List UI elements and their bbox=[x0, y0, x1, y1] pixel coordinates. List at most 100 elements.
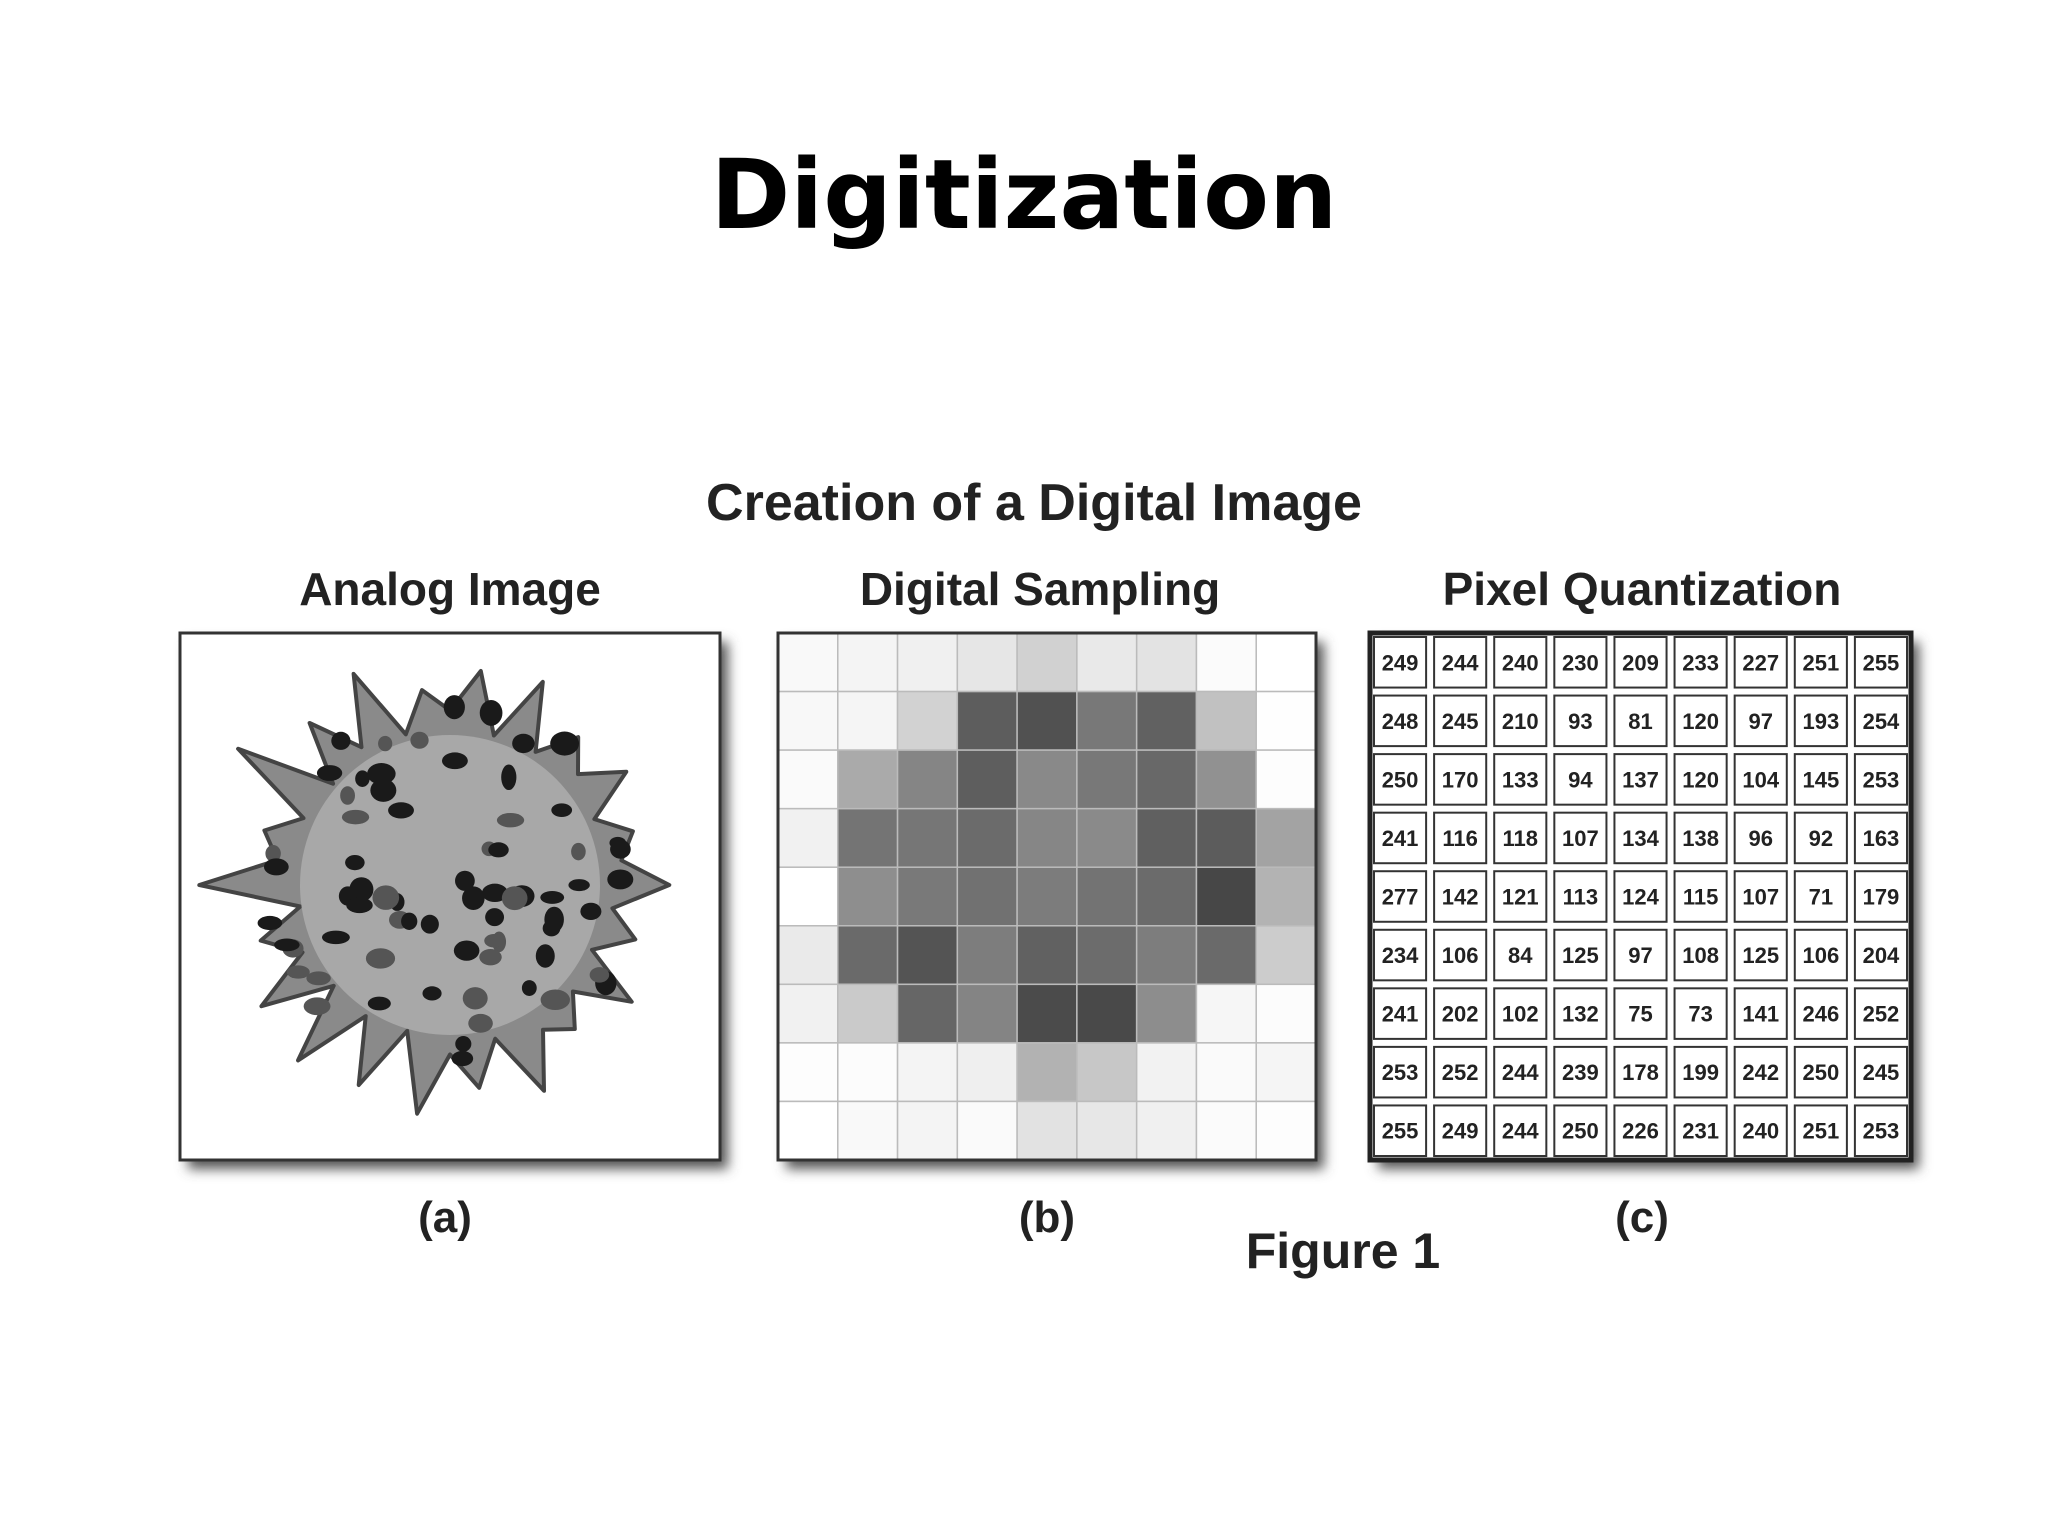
panel-caption: (a) bbox=[418, 1193, 472, 1242]
pixel-value: 249 bbox=[1442, 1119, 1479, 1144]
pixel-value: 253 bbox=[1382, 1060, 1419, 1085]
analog-spot bbox=[479, 948, 502, 966]
analog-spot bbox=[468, 1013, 493, 1033]
quant-cell bbox=[1433, 1045, 1488, 1099]
analog-spot bbox=[540, 989, 570, 1011]
analog-spot bbox=[257, 915, 283, 931]
analog-spot bbox=[401, 912, 418, 930]
sampling-cell bbox=[1076, 632, 1138, 693]
sampling-cell bbox=[1135, 632, 1198, 693]
pixel-value: 97 bbox=[1748, 709, 1772, 734]
sampling-cell bbox=[1016, 1100, 1078, 1161]
pixel-value: 226 bbox=[1622, 1119, 1659, 1144]
analog-spot bbox=[346, 897, 373, 914]
sampling-cell bbox=[837, 1100, 899, 1161]
pixel-value: 97 bbox=[1628, 943, 1652, 968]
sampling-cell bbox=[1135, 866, 1198, 927]
quant-cell bbox=[1673, 987, 1728, 1040]
pixel-value: 125 bbox=[1742, 943, 1779, 968]
analog-spot bbox=[370, 778, 397, 802]
sampling-cell bbox=[1195, 1042, 1257, 1103]
pixel-value: 102 bbox=[1502, 1002, 1539, 1027]
sampling-cell bbox=[1016, 866, 1078, 927]
pixel-value: 107 bbox=[1562, 826, 1599, 851]
pixel-value: 84 bbox=[1508, 943, 1533, 968]
quantization-grid: 249 244 240 230 209 233 227 251 255 248 245 210 93 81… bbox=[1367, 630, 1914, 1163]
pixel-value: 251 bbox=[1802, 650, 1839, 675]
pixel-value: 209 bbox=[1622, 650, 1659, 675]
sampling-cell bbox=[896, 1100, 959, 1161]
pixel-value: 227 bbox=[1742, 650, 1779, 675]
figure-title: Creation of a Digital Image bbox=[706, 474, 1362, 532]
analog-spot bbox=[263, 858, 289, 876]
quant-cell bbox=[1673, 928, 1728, 982]
sampling-cell bbox=[1255, 866, 1317, 927]
sampling-cell bbox=[956, 866, 1018, 927]
sampling-cell bbox=[956, 690, 1018, 751]
quant-cell bbox=[1853, 694, 1909, 748]
sampling-cell bbox=[1016, 925, 1078, 986]
quant-cell bbox=[1493, 870, 1548, 923]
quant-cell bbox=[1613, 636, 1668, 689]
quant-cell bbox=[1613, 811, 1668, 865]
sampling-cell bbox=[1076, 749, 1138, 810]
sampling-cell bbox=[1016, 749, 1078, 810]
pixel-value: 244 bbox=[1502, 1060, 1539, 1085]
quant-cell bbox=[1853, 753, 1909, 806]
figure-label: Figure 1 bbox=[1246, 1223, 1440, 1279]
sampling-cell bbox=[837, 807, 899, 868]
analog-spot bbox=[501, 764, 517, 791]
quant-cell bbox=[1853, 870, 1909, 923]
analog-spot bbox=[372, 885, 400, 910]
quant-cell bbox=[1613, 870, 1668, 923]
pixel-value: 137 bbox=[1622, 767, 1659, 792]
sampling-cell bbox=[1016, 983, 1078, 1044]
pixel-value: 81 bbox=[1628, 709, 1652, 734]
quant-cell bbox=[1853, 1045, 1909, 1099]
analog-spot bbox=[462, 886, 485, 910]
sampling-cell bbox=[1195, 690, 1257, 751]
pixel-value: 255 bbox=[1382, 1119, 1419, 1144]
pixel-value: 75 bbox=[1628, 1002, 1652, 1027]
analog-spot bbox=[607, 869, 634, 890]
quant-cell bbox=[1613, 1104, 1668, 1158]
analog-spot bbox=[331, 731, 351, 750]
quant-cell bbox=[1793, 1045, 1848, 1099]
pixel-value: 104 bbox=[1742, 767, 1779, 792]
analog-spot bbox=[345, 854, 365, 871]
pixel-value: 255 bbox=[1863, 650, 1900, 675]
pixel-value: 250 bbox=[1562, 1119, 1599, 1144]
pixel-value: 253 bbox=[1863, 767, 1900, 792]
pixel-value: 113 bbox=[1563, 885, 1599, 910]
pixel-value: 246 bbox=[1802, 1002, 1839, 1027]
sampling-cell bbox=[837, 749, 899, 810]
sampling-cell bbox=[777, 749, 839, 810]
analog-spot bbox=[535, 944, 555, 968]
quant-cell bbox=[1673, 1104, 1728, 1158]
analog-spot bbox=[367, 996, 391, 1011]
quant-cell bbox=[1673, 870, 1728, 923]
quant-cell bbox=[1613, 694, 1668, 748]
analog-spot bbox=[479, 699, 503, 726]
panel-heading: Digital Sampling bbox=[860, 563, 1220, 615]
pixel-value: 94 bbox=[1568, 767, 1593, 792]
analog-spot bbox=[485, 908, 505, 927]
pixel-value: 251 bbox=[1802, 1119, 1839, 1144]
sampling-cell bbox=[1135, 749, 1198, 810]
quant-cell bbox=[1373, 1104, 1428, 1158]
quant-cell bbox=[1733, 636, 1788, 689]
sampling-grid bbox=[776, 631, 1318, 1162]
sampling-frame bbox=[776, 631, 1318, 1162]
pixel-value: 124 bbox=[1622, 885, 1659, 910]
panel-heading: Pixel Quantization bbox=[1443, 563, 1842, 615]
quant-cell bbox=[1373, 1045, 1428, 1099]
analog-spot bbox=[455, 1036, 472, 1052]
quant-cell bbox=[1793, 636, 1848, 689]
quant-cell bbox=[1553, 694, 1608, 748]
pixel-value: 248 bbox=[1382, 709, 1419, 734]
analog-spot bbox=[355, 770, 370, 787]
analog-spot bbox=[484, 933, 504, 948]
analog-spot bbox=[550, 731, 580, 756]
analog-spot bbox=[410, 731, 429, 749]
analog-spot bbox=[265, 844, 281, 862]
